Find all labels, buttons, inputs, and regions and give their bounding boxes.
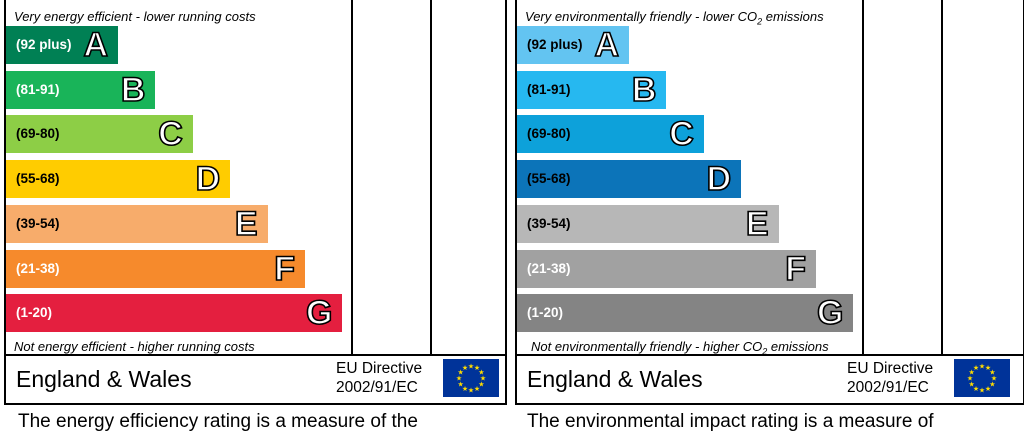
rating-band-a: (92 plus) A [6,25,118,65]
flag-star-icon: ★ [457,381,463,389]
eu-directive: EU Directive 2002/91/EC [847,359,933,397]
flag-star-icon: ★ [457,369,463,377]
rating-band-b: (81-91) B [6,70,156,110]
flag-star-icon: ★ [985,385,991,393]
footer-divider [6,354,505,356]
band-range-label: (92 plus) [527,37,583,52]
rating-band-f: (21-38) F [6,249,305,289]
flag-star-icon: ★ [989,381,995,389]
eu-directive-line1: EU Directive [336,360,423,377]
flag-star-icon: ★ [973,364,979,372]
band-range-label: (39-54) [527,215,571,231]
flag-star-icon: ★ [991,375,997,383]
rating-band-b: (81-91) B [517,70,667,110]
bottom-note: Not environmentally friendly - higher CO… [531,339,829,357]
footer-divider [517,354,1023,356]
top-note-sub: 2 [757,16,763,27]
eu-directive: EU Directive 2002/91/EC [336,359,422,397]
rating-band-g: (1-20) G [517,293,854,333]
rating-band-g: (1-20) G [6,293,343,333]
band-range-label: (81-91) [16,81,60,97]
band-range-label: (69-80) [527,126,571,142]
bottom-note: Not energy efficient - higher running co… [14,339,255,354]
energy-efficiency-panel: Very energy efficient - lower running co… [4,0,507,405]
band-letter: B [120,70,146,110]
rating-band-a: (92 plus) A [517,25,629,65]
bottom-note-suffix: emissions [767,339,829,354]
band-letter: F [784,249,806,289]
region-label: England & Wales [527,366,703,392]
band-range-label: (39-54) [16,215,60,231]
environmental-impact-panel: Very environmentally friendly - lower CO… [515,0,1024,405]
band-range-label: (21-38) [16,260,60,276]
top-note: Very environmentally friendly - lower CO… [525,9,824,27]
band-range-label: (1-20) [527,305,564,321]
flag-star-icon: ★ [474,385,480,393]
flag-star-icon: ★ [456,375,462,383]
bottom-note-sub: 2 [762,346,768,357]
rating-band-f: (21-38) F [517,249,816,289]
rating-band-c: (69-80) C [517,115,704,155]
eu-directive-line2: 2002/91/EC [847,379,929,396]
band-letter: D [706,159,732,199]
band-letter: D [195,159,221,199]
top-note: Very energy efficient - lower running co… [14,9,256,24]
eu-flag-icon: ★ ★★★★★★★★★★★ [954,359,1010,397]
flag-star-icon: ★ [985,364,991,372]
flag-star-icon: ★ [462,385,468,393]
band-letter: F [273,249,295,289]
band-letter: B [631,70,657,110]
flag-star-icon: ★ [989,369,995,377]
rating-band-e: (39-54) E [6,204,268,244]
band-letter: A [594,25,620,65]
energy-caption: The energy efficiency rating is a measur… [18,411,418,432]
flag-star-icon: ★ [462,364,468,372]
rating-band-c: (69-80) C [6,115,193,155]
flag-star-icon: ★ [474,364,480,372]
environmental-caption: The environmental impact rating is a mea… [527,411,934,432]
flag-star-icon: ★ [967,375,973,383]
band-range-label: (55-68) [16,171,60,187]
top-note-suffix: emissions [762,9,824,24]
eu-directive-line2: 2002/91/EC [336,379,418,396]
band-letter: G [816,293,844,333]
flag-star-icon: ★ [480,375,486,383]
top-note-text: Very environmentally friendly - lower CO [525,9,758,24]
band-letter: E [745,204,769,244]
band-range-label: (69-80) [16,126,60,142]
flag-star-icon: ★ [968,369,974,377]
column-divider [862,0,864,354]
band-range-label: (55-68) [527,171,571,187]
bottom-note-text: Not environmentally friendly - higher CO [531,339,763,354]
column-divider [351,0,353,354]
flag-star-icon: ★ [478,369,484,377]
band-range-label: (1-20) [16,305,53,321]
band-letter: E [234,204,258,244]
flag-star-icon: ★ [979,387,985,395]
flag-star-icon: ★ [468,363,474,371]
band-letter: C [157,115,183,155]
column-divider [430,0,432,354]
flag-star-icon: ★ [468,387,474,395]
band-letter: G [305,293,333,333]
band-range-label: (92 plus) [16,37,72,52]
region-label: England & Wales [16,366,192,392]
band-letter: C [668,115,694,155]
flag-star-icon: ★ [973,385,979,393]
band-range-label: (21-38) [527,260,571,276]
column-divider [941,0,943,354]
rating-band-e: (39-54) E [517,204,779,244]
band-range-label: (81-91) [527,81,571,97]
eu-flag-icon: ★ ★★★★★★★★★★★ [443,359,499,397]
rating-band-d: (55-68) D [517,159,742,199]
rating-band-d: (55-68) D [6,159,231,199]
flag-star-icon: ★ [979,363,985,371]
eu-directive-line1: EU Directive [847,360,934,377]
flag-star-icon: ★ [968,381,974,389]
band-letter: A [83,25,109,65]
flag-star-icon: ★ [478,381,484,389]
